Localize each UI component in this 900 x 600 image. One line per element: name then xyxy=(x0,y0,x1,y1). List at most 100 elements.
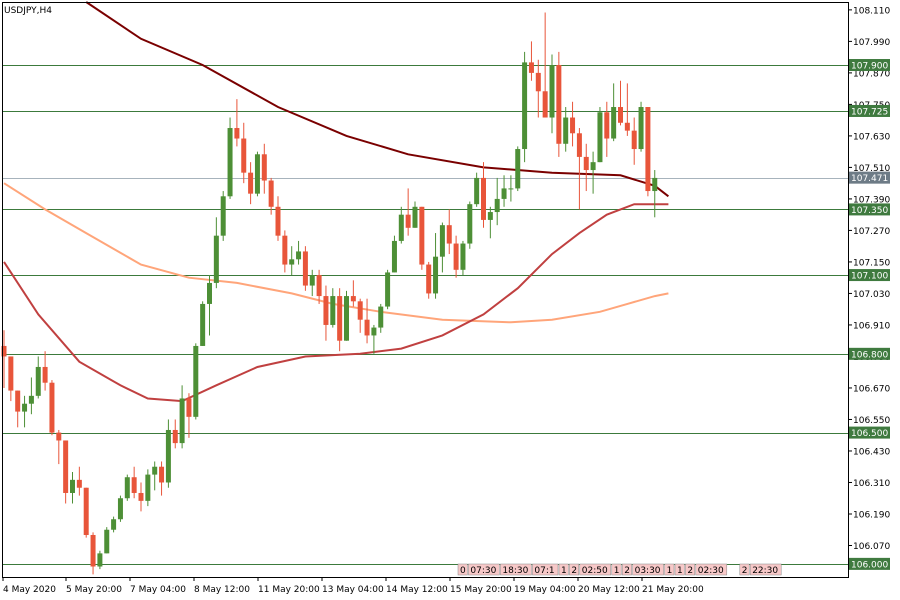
session-marker-box xyxy=(685,563,696,576)
bull-candle xyxy=(28,395,34,404)
bear-candle xyxy=(357,301,363,320)
bear-candle xyxy=(268,180,274,207)
bull-candle xyxy=(70,479,75,493)
bear-candle xyxy=(528,62,534,73)
time-tick-label: 20 May 12:00 xyxy=(578,585,640,595)
bear-candle xyxy=(186,398,192,417)
bull-candle xyxy=(652,177,658,192)
bull-candle xyxy=(227,128,233,197)
bear-candle xyxy=(131,477,137,493)
price-tick-label: 106.190 xyxy=(853,510,890,520)
moving-average-line-1 xyxy=(3,182,669,324)
bull-candle xyxy=(494,198,500,213)
session-marker-box xyxy=(532,563,559,576)
bull-candle xyxy=(378,306,384,328)
session-marker-box xyxy=(632,563,664,576)
moving-average-line-0 xyxy=(85,1,670,198)
bear-candle xyxy=(172,429,178,444)
bear-candle xyxy=(42,366,48,383)
bear-candle xyxy=(645,107,651,192)
bull-candle xyxy=(207,282,212,304)
time-tick-label: 7 May 04:00 xyxy=(130,585,186,595)
session-marker-label: 1 xyxy=(561,566,567,576)
bear-candle xyxy=(241,138,247,173)
bull-candle xyxy=(152,466,158,475)
bear-candle xyxy=(302,251,308,286)
time-tick-label: 4 May 2020 xyxy=(3,585,56,595)
session-marker-box xyxy=(579,563,612,576)
level-label: 106.800 xyxy=(851,350,888,360)
level-lines xyxy=(2,65,848,565)
session-marker-box xyxy=(749,563,782,576)
plot-border xyxy=(2,2,849,578)
price-tick-label: 107.030 xyxy=(853,290,890,300)
bear-candle xyxy=(261,154,267,181)
bull-candle xyxy=(515,149,521,189)
bull-candle xyxy=(439,225,445,257)
session-marker-label: 2 xyxy=(742,566,748,576)
session-marker-label: 2 xyxy=(624,566,630,576)
session-marker-box xyxy=(468,563,500,576)
bull-candle xyxy=(433,256,439,294)
bull-candle xyxy=(296,251,302,260)
session-marker-box xyxy=(664,563,675,576)
session-marker-box xyxy=(674,563,685,576)
session-marker-box xyxy=(611,563,622,576)
time-tick-label: 15 May 20:00 xyxy=(450,585,512,595)
moving-averages xyxy=(3,1,670,403)
session-marker-box xyxy=(457,563,468,576)
level-label-box xyxy=(849,104,890,117)
bear-candle xyxy=(138,492,144,501)
session-marker-box xyxy=(621,563,632,576)
bull-candle xyxy=(165,429,171,483)
bull-candle xyxy=(391,240,397,273)
bull-candle xyxy=(213,235,219,283)
session-marker-label: 2 xyxy=(687,566,693,576)
bear-candle xyxy=(631,130,637,150)
session-marker-label: 18:30 xyxy=(502,566,528,576)
bear-candle xyxy=(282,235,288,265)
bear-candle xyxy=(618,107,623,123)
time-tick-label: 5 May 20:00 xyxy=(66,585,122,595)
bear-candle xyxy=(316,275,322,297)
bear-candle xyxy=(350,296,356,302)
session-marker-label: 2 xyxy=(571,566,577,576)
price-tick-label: 106.070 xyxy=(853,542,890,552)
time-tick-label: 8 May 12:00 xyxy=(194,585,250,595)
session-marker-label: 07:30 xyxy=(470,566,496,576)
price-tick-label: 106.910 xyxy=(853,321,890,331)
bull-candle xyxy=(179,398,185,444)
price-axis: 108.110107.990107.870107.750107.630107.5… xyxy=(848,6,890,552)
level-label: 106.500 xyxy=(851,429,888,439)
time-tick-label: 19 May 04:00 xyxy=(514,585,576,595)
bear-candle xyxy=(426,264,432,294)
current-price-label: 107.471 xyxy=(851,174,888,184)
session-marker-label: 02:30 xyxy=(698,566,724,576)
bull-candle xyxy=(467,204,473,244)
bull-candle xyxy=(371,327,377,336)
bear-candle xyxy=(446,225,452,244)
bear-candle xyxy=(364,319,370,336)
bull-candle xyxy=(474,177,480,205)
level-label-box xyxy=(849,59,890,72)
bull-candle xyxy=(200,303,206,346)
session-marker-label: 02:50 xyxy=(582,566,608,576)
session-marker-label: 1 xyxy=(677,566,683,576)
bear-candle xyxy=(56,432,62,441)
bull-candle xyxy=(193,345,199,417)
session-marker-box xyxy=(739,563,750,576)
chart-frame xyxy=(2,2,849,578)
session-marker-label: 22:30 xyxy=(752,566,778,576)
bull-candle xyxy=(289,259,295,265)
price-tick-label: 106.310 xyxy=(853,479,890,489)
level-label: 107.100 xyxy=(851,272,888,282)
bear-candle xyxy=(15,390,21,412)
bear-candle xyxy=(556,65,562,144)
bull-candle xyxy=(344,296,349,341)
price-tick-label: 107.150 xyxy=(853,258,890,268)
bull-candle xyxy=(104,529,110,554)
price-tick-label: 106.550 xyxy=(853,416,890,426)
level-label: 106.000 xyxy=(851,560,888,570)
